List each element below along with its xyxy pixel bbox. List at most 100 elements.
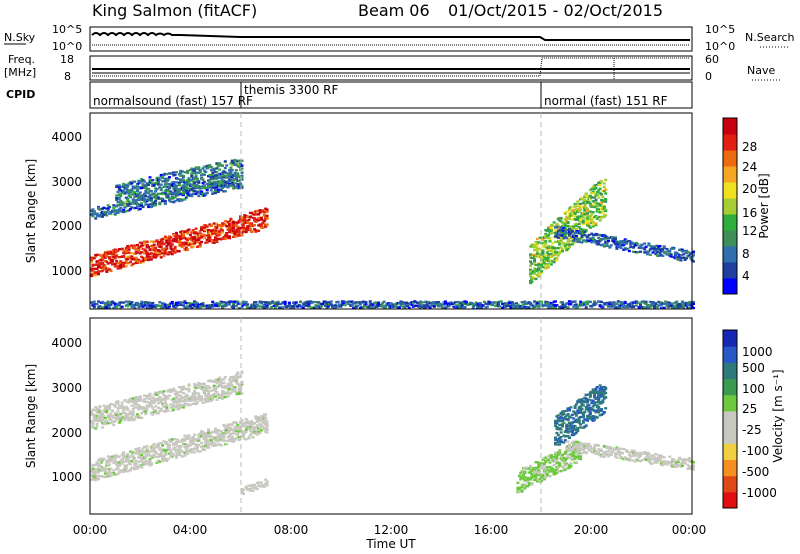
- heatmap-cell: [204, 224, 208, 227]
- heatmap-cell: [205, 188, 209, 192]
- heatmap-cell: [556, 254, 560, 257]
- heatmap-cell: [161, 249, 165, 252]
- heatmap-cell: [188, 179, 192, 182]
- heatmap-cell: [233, 300, 237, 304]
- heatmap-cell: [105, 255, 109, 258]
- heatmap-cell: [581, 228, 585, 232]
- heatmap-cell: [555, 251, 559, 254]
- heatmap-cell: [158, 249, 162, 253]
- heatmap-cell: [105, 214, 109, 217]
- heatmap-cell: [251, 425, 255, 428]
- heatmap-cell: [187, 181, 191, 184]
- heatmap-cell: [590, 205, 594, 208]
- heatmap-cell: [611, 236, 615, 239]
- heatmap-cell: [205, 441, 209, 445]
- heatmap-cell: [568, 300, 571, 303]
- heatmap-cell: [540, 264, 544, 268]
- heatmap-cell: [508, 304, 512, 308]
- heatmap-cell: [214, 228, 217, 231]
- heatmap-cell: [637, 246, 641, 249]
- heatmap-cell: [661, 254, 665, 257]
- heatmap-cell: [622, 303, 626, 306]
- heatmap-cell: [184, 244, 188, 247]
- heatmap-cell: [168, 192, 171, 196]
- heatmap-cell: [155, 188, 159, 191]
- heatmap-cell: [432, 304, 436, 308]
- heatmap-cell: [193, 389, 197, 392]
- heatmap-cell: [166, 457, 170, 461]
- heatmap-cell: [563, 245, 567, 248]
- heatmap-cell: [248, 422, 252, 426]
- heatmap-cell: [148, 301, 152, 305]
- heatmap-cell: [265, 424, 269, 427]
- heatmap-cell: [170, 253, 174, 256]
- heatmap-cell: [251, 432, 255, 435]
- heatmap-cell: [547, 253, 551, 256]
- heatmap-cell: [215, 226, 219, 229]
- heatmap-cell: [148, 180, 152, 184]
- heatmap-cell: [99, 266, 103, 269]
- heatmap-cell: [91, 302, 95, 305]
- heatmap-cell: [439, 305, 443, 308]
- heatmap-cell: [191, 436, 195, 439]
- heatmap-cell: [586, 209, 590, 212]
- heatmap-cell: [672, 247, 676, 250]
- heatmap-cell: [184, 393, 188, 396]
- heatmap-cell: [182, 235, 185, 238]
- heatmap-cell: [202, 180, 206, 184]
- heatmap-cell: [187, 177, 191, 180]
- heatmap-cell: [225, 164, 229, 167]
- heatmap-cell: [276, 302, 280, 306]
- heatmap-cell: [425, 303, 429, 306]
- heatmap-cell: [218, 168, 222, 171]
- heatmap-cell: [597, 208, 601, 211]
- heatmap-cell: [98, 405, 102, 408]
- heatmap-cell: [161, 175, 165, 179]
- heatmap-cell: [607, 239, 610, 243]
- heatmap-cell: [230, 168, 234, 172]
- heatmap-cell: [228, 175, 231, 178]
- heatmap-cell: [559, 220, 563, 223]
- heatmap-cell: [159, 246, 163, 249]
- heatmap-cell: [240, 171, 244, 174]
- heatmap-cell: [586, 236, 590, 239]
- heatmap-cell: [228, 428, 231, 431]
- heatmap-cell: [123, 206, 127, 209]
- heatmap-cell: [265, 216, 269, 220]
- heatmap-cell: [558, 229, 562, 232]
- heatmap-cell: [191, 303, 195, 306]
- heatmap-cell: [179, 400, 183, 403]
- heatmap-cell: [200, 174, 204, 177]
- heatmap-cell: [643, 242, 647, 245]
- heatmap-cell: [108, 463, 112, 466]
- heatmap-cell: [534, 245, 538, 249]
- heatmap-cell: [136, 202, 139, 205]
- heatmap-cell: [531, 253, 535, 256]
- heatmap-cell: [530, 303, 534, 306]
- heatmap-cell: [230, 435, 234, 438]
- heatmap-cell: [622, 243, 626, 247]
- heatmap-cell: [538, 267, 542, 270]
- heatmap-cell: [381, 301, 385, 305]
- heatmap-cell: [101, 215, 105, 218]
- heatmap-cell: [222, 432, 226, 435]
- heatmap-cell: [151, 178, 155, 182]
- heatmap-cell: [644, 300, 648, 303]
- heatmap-cell: [223, 392, 227, 396]
- heatmap-cell: [237, 234, 241, 237]
- heatmap-cell: [177, 407, 181, 410]
- heatmap-cell: [163, 237, 167, 240]
- heatmap-cell: [463, 306, 467, 309]
- heatmap-cell: [232, 432, 236, 435]
- heatmap-cell: [229, 162, 233, 165]
- heatmap-cell: [182, 391, 185, 395]
- heatmap-cell: [658, 245, 662, 248]
- heatmap-cell: [264, 225, 268, 228]
- heatmap-cell: [158, 396, 162, 399]
- heatmap-cell: [243, 217, 247, 220]
- heatmap-cell: [200, 397, 204, 400]
- heatmap-cell: [540, 255, 544, 259]
- heatmap-cell: [161, 191, 165, 194]
- heatmap-cell: [120, 404, 124, 407]
